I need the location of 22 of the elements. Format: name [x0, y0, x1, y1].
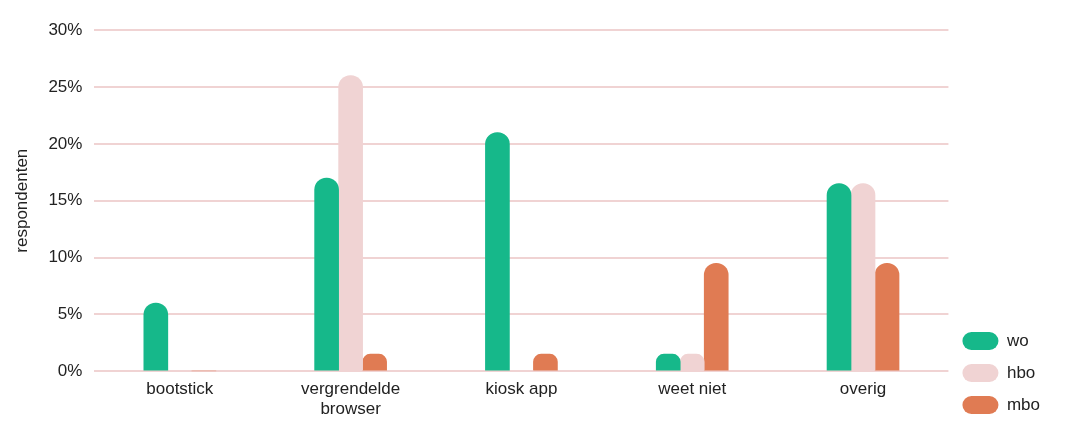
y-tick-label: 15%: [48, 190, 83, 210]
bar: [703, 262, 729, 371]
y-axis-title: respondenten: [11, 148, 31, 253]
legend-label: wo: [1005, 330, 1029, 350]
bar: [143, 302, 169, 371]
x-tick-label: weet niet: [657, 379, 727, 399]
x-tick-label: vergrendelde browser: [301, 379, 401, 419]
legend-label: mbo: [1006, 394, 1041, 414]
y-tick-label: 30%: [48, 19, 83, 39]
bar: [874, 262, 900, 371]
bar: [314, 177, 339, 371]
y-tick-label: 20%: [48, 133, 83, 153]
bar: [826, 183, 852, 371]
x-tick-label: overig: [839, 379, 887, 399]
y-tick-label: 0%: [57, 360, 83, 380]
y-tick-label: 10%: [48, 247, 83, 267]
x-tick-label: kiosk app: [485, 379, 558, 399]
y-tick-label: 5%: [57, 304, 83, 324]
legend-label: hbo: [1006, 362, 1036, 382]
bar: [485, 132, 510, 371]
y-tick-label: 25%: [48, 76, 83, 96]
x-tick-label: bootstick: [146, 379, 214, 399]
